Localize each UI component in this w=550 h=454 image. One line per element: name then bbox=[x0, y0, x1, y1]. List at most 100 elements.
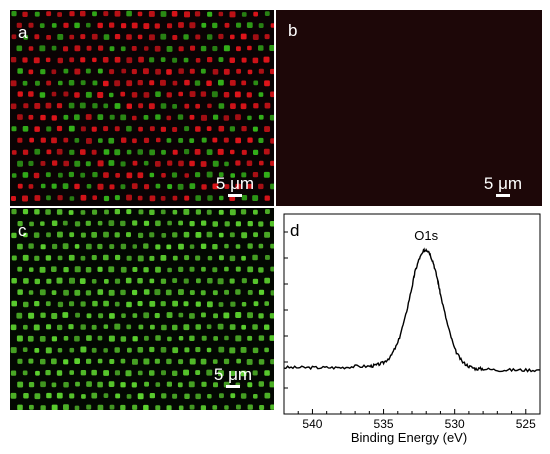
fluorescent-dot bbox=[264, 102, 271, 109]
fluorescent-dot bbox=[10, 392, 17, 399]
fluorescent-dot bbox=[85, 114, 92, 120]
fluorescent-dot bbox=[22, 347, 28, 352]
fluorescent-dot bbox=[16, 22, 22, 28]
fluorescent-dot bbox=[10, 57, 17, 63]
fluorescent-dot bbox=[253, 232, 258, 238]
fluorescent-dot bbox=[46, 35, 51, 40]
fluorescent-dot bbox=[109, 69, 115, 75]
fluorescent-dot bbox=[258, 68, 264, 74]
fluorescent-dot bbox=[240, 33, 247, 40]
fluorescent-dot bbox=[86, 22, 91, 28]
fluorescent-dot bbox=[131, 92, 138, 98]
fluorescent-dot bbox=[79, 278, 86, 284]
fluorescent-dot bbox=[235, 183, 241, 190]
fluorescent-dot bbox=[132, 138, 137, 144]
fluorescent-dot bbox=[229, 209, 236, 216]
fluorescent-dot bbox=[270, 160, 274, 166]
fluorescent-dot bbox=[184, 255, 190, 261]
fluorescent-dot bbox=[184, 79, 190, 86]
fluorescent-dot bbox=[22, 370, 28, 376]
fluorescent-dot bbox=[235, 114, 241, 121]
fluorescent-dot bbox=[149, 172, 155, 178]
fluorescent-dot bbox=[109, 22, 115, 28]
fluorescent-dot bbox=[212, 221, 218, 227]
fluorescent-dot bbox=[10, 347, 17, 354]
fluorescent-dot bbox=[178, 46, 184, 52]
fluorescent-dot bbox=[120, 91, 126, 97]
fluorescent-dot bbox=[200, 91, 207, 97]
fluorescent-dot bbox=[195, 172, 201, 178]
fluorescent-dot bbox=[206, 171, 213, 178]
dot-array-image-c bbox=[10, 209, 274, 410]
fluorescent-dot bbox=[270, 266, 274, 272]
fluorescent-dot bbox=[235, 137, 241, 144]
fluorescent-dot bbox=[137, 172, 144, 179]
fluorescent-dot bbox=[149, 370, 155, 376]
fluorescent-dot bbox=[189, 266, 195, 272]
fluorescent-dot bbox=[190, 45, 196, 51]
fluorescent-dot bbox=[189, 358, 196, 365]
fluorescent-dot bbox=[23, 103, 29, 109]
fluorescent-dot bbox=[241, 232, 248, 239]
fluorescent-dot bbox=[57, 348, 63, 353]
fluorescent-dot bbox=[57, 34, 64, 40]
fluorescent-dot bbox=[269, 221, 274, 227]
fluorescent-dot bbox=[34, 11, 40, 17]
fluorescent-dot bbox=[230, 149, 235, 155]
fluorescent-dot bbox=[195, 393, 201, 400]
fluorescent-dot bbox=[29, 221, 34, 227]
fluorescent-dot bbox=[114, 195, 120, 201]
fluorescent-dot bbox=[120, 382, 126, 388]
fluorescence-panel-a: a 5 μm bbox=[10, 10, 274, 206]
fluorescent-dot bbox=[165, 289, 172, 296]
fluorescent-dot bbox=[75, 381, 80, 387]
xps-spectrum-panel-d: d 540 535 530 525 O1s Binding Energy (eV) bbox=[276, 208, 542, 454]
fluorescent-dot bbox=[253, 103, 259, 109]
fluorescent-dot bbox=[189, 335, 195, 341]
fluorescent-dot bbox=[200, 243, 207, 249]
fluorescent-dot bbox=[40, 69, 46, 75]
fluorescent-dot bbox=[74, 45, 81, 52]
fluorescent-dot bbox=[178, 359, 184, 365]
fluorescent-dot bbox=[206, 231, 213, 238]
fluorescent-dot bbox=[58, 80, 63, 86]
fluorescent-dot bbox=[155, 405, 161, 410]
fluorescent-dot bbox=[178, 138, 184, 143]
fluorescent-dot bbox=[264, 347, 269, 353]
fluorescent-dot bbox=[40, 381, 46, 388]
fluorescent-dot bbox=[92, 172, 98, 178]
dot-array-image-a bbox=[10, 10, 274, 202]
fluorescent-dot bbox=[160, 11, 167, 17]
fluorescent-dot bbox=[22, 57, 28, 63]
fluorescent-dot bbox=[183, 324, 190, 331]
scale-bar-line-a bbox=[228, 194, 242, 197]
fluorescent-dot bbox=[56, 277, 63, 284]
fluorescent-dot bbox=[114, 103, 121, 109]
fluorescent-dot bbox=[212, 267, 218, 273]
fluorescent-dot bbox=[206, 209, 212, 215]
fluorescent-dot bbox=[195, 255, 201, 261]
fluorescent-dot bbox=[28, 312, 35, 319]
fluorescent-dot bbox=[80, 301, 86, 307]
fluorescent-dot bbox=[229, 57, 235, 63]
fluorescent-dot bbox=[75, 312, 80, 318]
fluorescent-dot bbox=[23, 232, 28, 238]
fluorescent-dot bbox=[207, 301, 213, 308]
fluorescence-panel-b: b 5 μm bbox=[276, 10, 542, 206]
fluorescent-dot bbox=[28, 46, 34, 51]
fluorescent-dot bbox=[195, 103, 200, 109]
fluorescent-dot bbox=[252, 370, 258, 376]
fluorescent-dot bbox=[230, 34, 235, 40]
fluorescent-dot bbox=[183, 278, 189, 284]
fluorescent-dot bbox=[97, 22, 103, 29]
fluorescent-dot bbox=[51, 290, 57, 295]
fluorescent-dot bbox=[241, 278, 247, 284]
fluorescent-dot bbox=[264, 392, 271, 399]
x-axis-label: Binding Energy (eV) bbox=[350, 430, 468, 445]
fluorescent-dot bbox=[51, 91, 57, 97]
fluorescent-dot bbox=[143, 289, 150, 295]
fluorescent-dot bbox=[17, 266, 23, 272]
fluorescent-dot bbox=[161, 233, 167, 238]
fluorescent-dot bbox=[166, 312, 173, 318]
fluorescent-dot bbox=[121, 23, 127, 29]
